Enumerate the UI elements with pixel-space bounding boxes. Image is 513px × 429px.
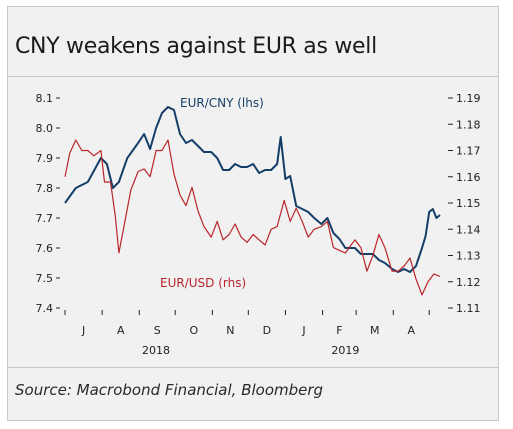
series-label-eur-usd: EUR/USD (rhs): [160, 276, 246, 290]
right-tick-label: 1.19: [456, 92, 481, 105]
source-note: Source: Macrobond Financial, Bloomberg: [15, 381, 324, 399]
right-tick-label: 1.15: [456, 197, 481, 210]
right-tick-label: 1.17: [456, 145, 481, 158]
left-tick-label: 7.6: [36, 242, 54, 255]
series-label-eur-cny: EUR/CNY (lhs): [180, 96, 264, 110]
x-year-label: 2019: [331, 344, 359, 357]
chart-card: [7, 6, 499, 421]
x-tick-label: A: [117, 324, 125, 337]
right-tick-label: 1.12: [456, 276, 481, 289]
right-tick-label: 1.13: [456, 250, 481, 263]
left-tick-label: 8.1: [36, 92, 54, 105]
x-tick-label: O: [189, 324, 198, 337]
series-eur-cny-line: [64, 106, 441, 273]
left-tick-label: 7.7: [36, 212, 54, 225]
x-tick-label: S: [154, 324, 161, 337]
chart-title: CNY weakens against EUR as well: [15, 34, 377, 59]
right-tick-label: 1.18: [456, 118, 481, 131]
x-tick-label: J: [81, 324, 85, 337]
x-tick-label: F: [336, 324, 342, 337]
series-eur-usd-line: [64, 139, 441, 296]
left-tick-label: 7.5: [36, 272, 54, 285]
x-tick-label: N: [226, 324, 234, 337]
x-tick-label: A: [407, 324, 415, 337]
x-tick-label: D: [263, 324, 271, 337]
right-tick-label: 1.14: [456, 223, 481, 236]
x-tick-label: J: [301, 324, 305, 337]
x-year-label: 2018: [142, 344, 170, 357]
left-tick-label: 7.8: [36, 182, 54, 195]
left-tick-label: 7.4: [36, 302, 54, 315]
right-tick-label: 1.16: [456, 171, 481, 184]
title-divider: [7, 76, 498, 77]
left-tick-label: 8.0: [36, 122, 54, 135]
left-tick-label: 7.9: [36, 152, 54, 165]
source-divider: [7, 367, 498, 368]
right-tick-label: 1.11: [456, 302, 481, 315]
x-tick-label: M: [370, 324, 380, 337]
